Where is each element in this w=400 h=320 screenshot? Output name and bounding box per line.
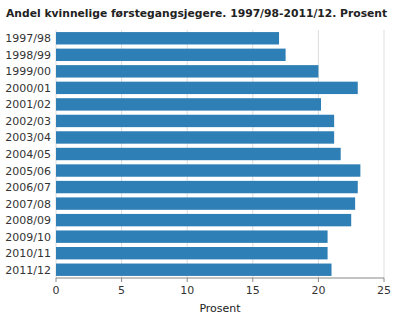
bar (56, 247, 328, 259)
bar (56, 115, 334, 127)
bar (56, 230, 328, 242)
category-label: 2001/02 (5, 98, 51, 111)
tick-label: 0 (53, 284, 60, 297)
category-label: 2006/07 (5, 181, 51, 194)
tick-mark (252, 278, 253, 282)
bar (56, 49, 286, 61)
category-label: 2008/09 (5, 214, 51, 227)
tick-mark (318, 278, 319, 282)
tick-mark (384, 278, 385, 282)
tick-label: 25 (377, 284, 391, 297)
tick-mark (187, 278, 188, 282)
tick-label: 5 (118, 284, 125, 297)
axis-line (56, 278, 384, 279)
tick-mark (56, 278, 57, 282)
category-label: 2003/04 (5, 131, 51, 144)
grid-line (384, 30, 385, 278)
category-label: 1998/99 (5, 49, 51, 62)
category-label: 2000/01 (5, 82, 51, 95)
bar (56, 148, 341, 160)
chart: Andel kvinnelige førstegangsjegere. 1997… (0, 0, 400, 320)
category-label: 2007/08 (5, 198, 51, 211)
bar (56, 214, 351, 226)
bar (56, 32, 279, 44)
bars (56, 32, 360, 276)
category-label: 2009/10 (5, 231, 51, 244)
axis-label: Prosent (199, 302, 241, 315)
tick-label: 15 (246, 284, 260, 297)
category-label: 1997/98 (5, 32, 51, 45)
tick-label: 20 (311, 284, 325, 297)
bar (56, 164, 360, 176)
bar (56, 65, 318, 77)
bar (56, 82, 358, 94)
bar (56, 98, 321, 110)
grid (56, 30, 384, 278)
bar (56, 131, 334, 143)
category-label: 1999/00 (5, 65, 51, 78)
category-label: 2002/03 (5, 115, 51, 128)
tick-mark (121, 278, 122, 282)
category-label: 2010/11 (5, 247, 51, 260)
title: Andel kvinnelige førstegangsjegere. 1997… (6, 7, 387, 20)
bar (56, 264, 332, 276)
category-label: 2005/06 (5, 165, 51, 178)
category-label: 2011/12 (5, 264, 51, 277)
bar (56, 181, 358, 193)
bar (56, 197, 355, 209)
category-label: 2004/05 (5, 148, 51, 161)
tick-label: 10 (180, 284, 194, 297)
